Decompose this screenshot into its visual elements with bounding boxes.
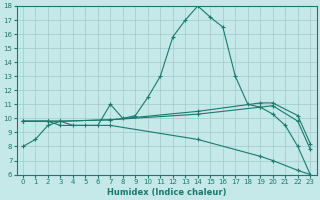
X-axis label: Humidex (Indice chaleur): Humidex (Indice chaleur): [107, 188, 226, 197]
